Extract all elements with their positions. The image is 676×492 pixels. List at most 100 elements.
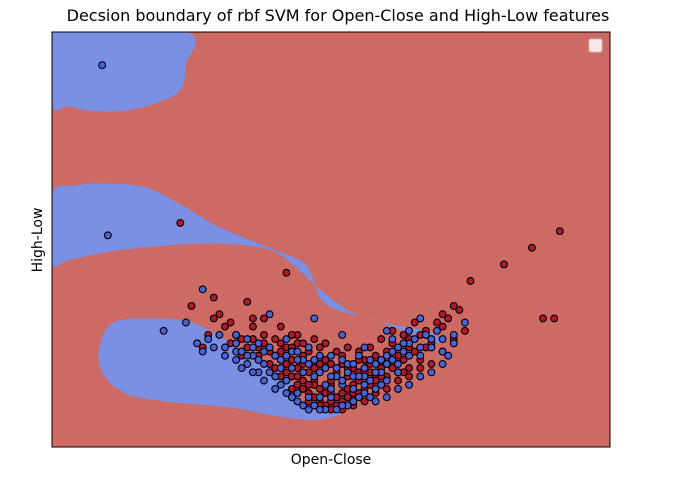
- scatter-point-class-1: [382, 326, 391, 335]
- scatter-point-class-1: [232, 339, 241, 348]
- scatter-point-class-1: [254, 355, 263, 364]
- scatter-point-class-0: [176, 218, 185, 227]
- scatter-point-class-0: [293, 372, 302, 381]
- scatter-point-class-0: [287, 384, 296, 393]
- scatter-point-class-0: [299, 384, 308, 393]
- scatter-point-class-1: [343, 368, 352, 377]
- scatter-point-class-1: [394, 384, 402, 393]
- scatter-point-class-0: [500, 260, 508, 269]
- scatter-point-class-1: [360, 343, 369, 352]
- scatter-point-class-1: [460, 318, 469, 327]
- scatter-point-class-1: [332, 405, 341, 414]
- chart-title: Decsion boundary of rbf SVM for Open-Clo…: [66, 6, 610, 25]
- scatter-point-class-0: [271, 335, 280, 344]
- scatter-point-class-0: [310, 364, 319, 373]
- scatter-point-class-1: [405, 326, 414, 335]
- scatter-point-class-1: [438, 347, 447, 356]
- scatter-point-class-0: [460, 326, 469, 335]
- scatter-point-class-1: [327, 393, 335, 402]
- scatter-point-class-1: [282, 351, 291, 360]
- scatter-point-class-0: [276, 322, 285, 331]
- scatter-point-class-1: [416, 372, 425, 381]
- scatter-point-class-1: [394, 343, 402, 352]
- scatter-point-class-1: [287, 393, 296, 402]
- decision-regions: [52, 32, 443, 421]
- scatter-point-class-1: [237, 347, 246, 356]
- scatter-point-class-0: [248, 322, 257, 331]
- scatter-point-class-1: [276, 380, 285, 389]
- scatter-point-class-1: [276, 364, 285, 373]
- scatter-point-class-1: [427, 368, 436, 377]
- scatter-point-class-1: [449, 339, 458, 348]
- scatter-point-class-1: [260, 376, 268, 385]
- scatter-point-class-1: [232, 355, 241, 364]
- scatter-point-class-1: [371, 397, 380, 406]
- scatter-point-class-1: [265, 368, 274, 377]
- scatter-point-class-0: [299, 339, 308, 348]
- scatter-point-class-1: [360, 364, 369, 373]
- scatter-point-class-0: [304, 380, 313, 389]
- scatter-point-class-1: [449, 330, 458, 339]
- scatter-point-class-1: [354, 351, 363, 360]
- scatter-point-class-1: [371, 384, 380, 393]
- scatter-point-class-1: [243, 360, 252, 368]
- scatter-point-class-0: [433, 318, 441, 327]
- scatter-point-class-1: [221, 343, 229, 352]
- x-axis-label: Open-Close: [290, 452, 372, 468]
- scatter-point-class-1: [198, 347, 207, 356]
- scatter-point-class-1: [444, 351, 453, 360]
- scatter-point-class-1: [209, 343, 218, 352]
- scatter-point-class-0: [226, 318, 235, 327]
- scatter-point-class-1: [315, 368, 324, 377]
- scatter-point-class-1: [427, 343, 436, 352]
- scatter-point-class-1: [193, 339, 202, 348]
- scatter-point-class-0: [260, 314, 268, 323]
- scatter-point-class-0: [315, 343, 324, 352]
- scatter-point-class-1: [243, 351, 252, 360]
- scatter-point-class-1: [433, 326, 441, 335]
- scatter-point-class-1: [360, 389, 369, 398]
- plot-frame: [51, 31, 611, 448]
- scatter-point-class-1: [181, 318, 190, 327]
- scatter-point-class-1: [371, 368, 380, 377]
- scatter-point-class-1: [315, 351, 324, 360]
- scatter-point-class-1: [349, 397, 358, 406]
- scatter-point-class-0: [321, 339, 330, 348]
- scatter-point-class-1: [248, 368, 257, 377]
- scatter-point-class-1: [310, 314, 319, 323]
- y-axis-label: High-Low: [30, 207, 46, 273]
- decision-region-class-1-left-band: [52, 183, 443, 344]
- scatter-point-class-1: [382, 351, 391, 360]
- scatter-point-class-0: [399, 330, 408, 339]
- scatter-point-class-1: [98, 61, 107, 70]
- scatter-point-class-0: [187, 301, 196, 310]
- scatter-point-class-1: [421, 330, 430, 339]
- scatter-point-class-1: [287, 364, 296, 373]
- scatter-point-class-1: [338, 401, 347, 410]
- scatter-point-class-0: [410, 347, 419, 356]
- legend: [588, 38, 603, 53]
- scatter-point-class-1: [399, 347, 408, 356]
- scatter-point-class-1: [388, 347, 397, 356]
- scatter-point-class-1: [405, 380, 414, 389]
- scatter-point-class-0: [315, 384, 324, 393]
- scatter-point-class-1: [299, 401, 308, 410]
- scatter-point-class-0: [371, 351, 380, 360]
- scatter-point-class-1: [388, 355, 397, 364]
- scatter-point-class-1: [315, 405, 324, 414]
- scatter-point-class-0: [399, 355, 408, 364]
- scatter-point-class-0: [276, 347, 285, 356]
- scatter-point-class-1: [103, 231, 112, 240]
- scatter-point-class-1: [293, 389, 302, 398]
- scatter-point-class-1: [388, 335, 397, 344]
- scatter-point-class-1: [221, 351, 229, 360]
- scatter-point-class-1: [410, 335, 419, 344]
- scatter-point-class-1: [321, 364, 330, 373]
- scatter-point-class-0: [282, 360, 291, 368]
- scatter-point-class-0: [276, 339, 285, 348]
- scatter-point-class-0: [410, 318, 419, 327]
- decision-region-class-1-bottom-left-lobe: [98, 318, 343, 421]
- scatter-point-class-0: [449, 301, 458, 310]
- scatter-point-class-1: [438, 360, 447, 368]
- scatter-point-class-0: [539, 314, 547, 323]
